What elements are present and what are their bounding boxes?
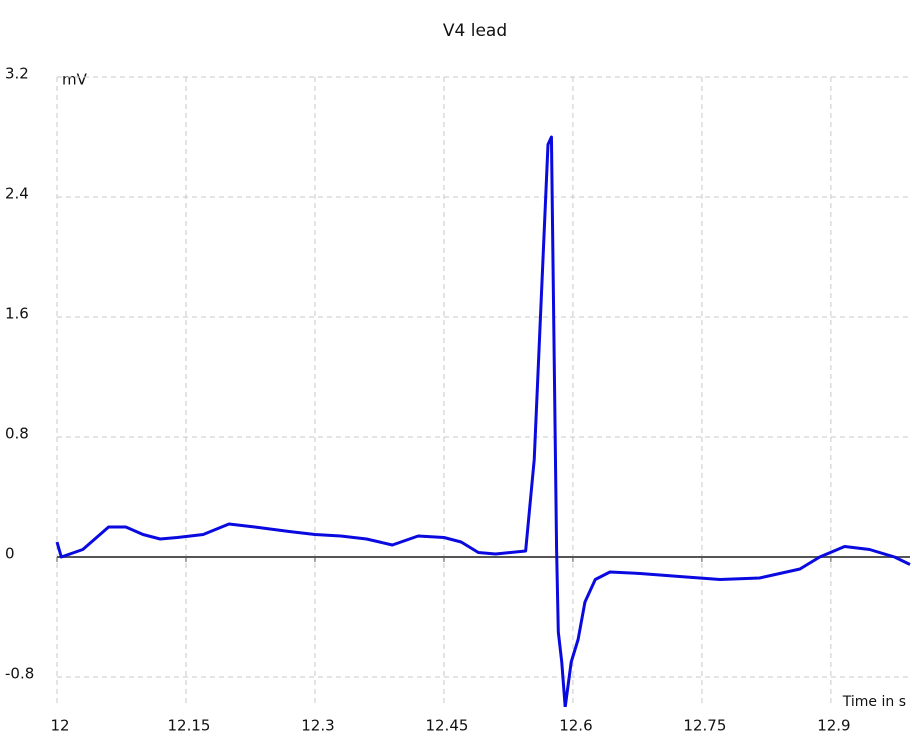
x-tick-label: 12.75 [683, 717, 726, 735]
x-axis-label: Time in s [842, 694, 906, 710]
y-tick-label: 0 [5, 545, 15, 563]
x-tick-label: 12 [50, 717, 69, 735]
y-tick-label: 2.4 [5, 185, 29, 203]
y-tick-label: 3.2 [5, 65, 29, 83]
x-tick-label: 12.3 [301, 717, 334, 735]
x-tick-label: 12.15 [168, 717, 211, 735]
y-tick-label: 0.8 [5, 425, 29, 443]
x-tick-label: 12.45 [425, 717, 468, 735]
x-tick-label: 12.9 [817, 717, 850, 735]
plot-area [55, 135, 911, 707]
x-tick-label: 12.6 [559, 717, 592, 735]
data-line [55, 135, 911, 707]
y-tick-label: 1.6 [5, 305, 29, 323]
y-tick-label: -0.8 [5, 665, 34, 683]
chart-title: V4 lead [443, 21, 507, 41]
y-unit: mV [62, 71, 88, 89]
